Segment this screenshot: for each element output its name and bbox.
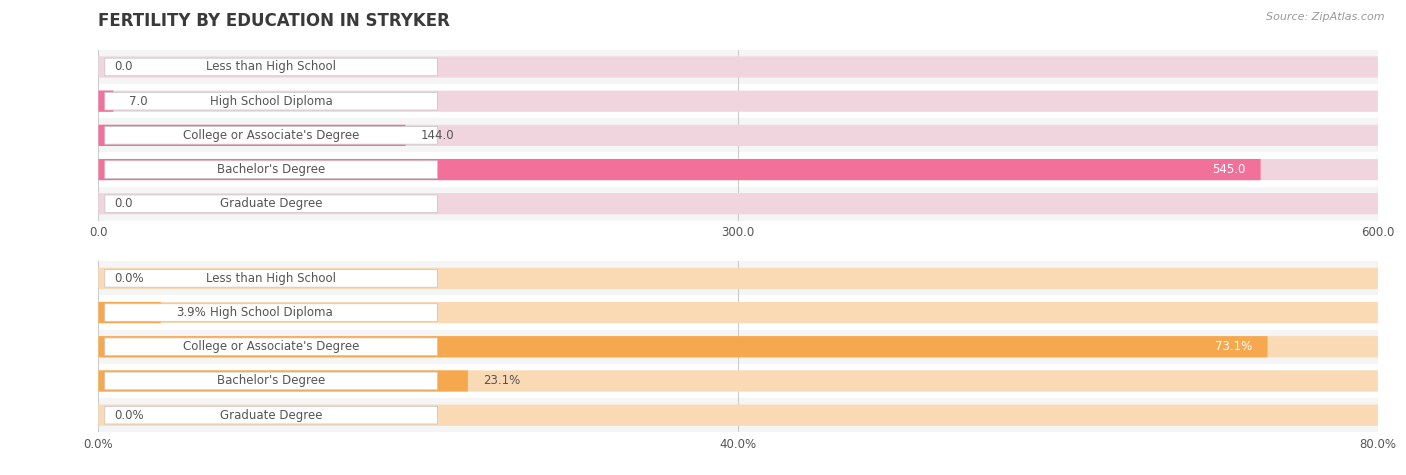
Text: 0.0%: 0.0% [114,272,143,285]
FancyBboxPatch shape [105,338,437,356]
Text: Less than High School: Less than High School [207,272,336,285]
Text: 0.0%: 0.0% [114,408,143,422]
FancyBboxPatch shape [105,372,437,390]
FancyBboxPatch shape [105,161,437,179]
FancyBboxPatch shape [98,125,1378,146]
FancyBboxPatch shape [98,336,1378,357]
FancyBboxPatch shape [98,336,1268,357]
Text: 144.0: 144.0 [420,129,454,142]
FancyBboxPatch shape [105,58,437,76]
FancyBboxPatch shape [98,84,1378,118]
FancyBboxPatch shape [98,330,1378,364]
FancyBboxPatch shape [105,406,437,424]
FancyBboxPatch shape [98,125,405,146]
FancyBboxPatch shape [98,152,1378,187]
Text: 3.9%: 3.9% [176,306,205,319]
FancyBboxPatch shape [98,370,468,391]
Text: 7.0: 7.0 [129,95,148,108]
FancyBboxPatch shape [105,195,437,213]
FancyBboxPatch shape [98,364,1378,398]
FancyBboxPatch shape [98,50,1378,84]
FancyBboxPatch shape [98,398,1378,432]
FancyBboxPatch shape [98,261,1378,295]
Text: High School Diploma: High School Diploma [209,95,333,108]
FancyBboxPatch shape [98,187,1378,221]
FancyBboxPatch shape [98,91,1378,112]
Text: College or Associate's Degree: College or Associate's Degree [183,129,360,142]
FancyBboxPatch shape [105,126,437,144]
Text: Bachelor's Degree: Bachelor's Degree [217,374,325,388]
FancyBboxPatch shape [98,302,160,323]
FancyBboxPatch shape [98,91,114,112]
Text: 0.0: 0.0 [114,60,132,74]
Text: 23.1%: 23.1% [484,374,520,388]
Text: 0.0: 0.0 [114,197,132,210]
Text: Bachelor's Degree: Bachelor's Degree [217,163,325,176]
Text: Less than High School: Less than High School [207,60,336,74]
FancyBboxPatch shape [98,159,1378,180]
FancyBboxPatch shape [98,268,1378,289]
FancyBboxPatch shape [105,92,437,110]
Text: Graduate Degree: Graduate Degree [219,408,322,422]
FancyBboxPatch shape [98,370,1378,391]
Text: Graduate Degree: Graduate Degree [219,197,322,210]
FancyBboxPatch shape [98,57,1378,77]
Text: 545.0: 545.0 [1212,163,1246,176]
Text: Source: ZipAtlas.com: Source: ZipAtlas.com [1267,12,1385,22]
Text: 73.1%: 73.1% [1215,340,1253,353]
FancyBboxPatch shape [98,302,1378,323]
Text: College or Associate's Degree: College or Associate's Degree [183,340,360,353]
Text: FERTILITY BY EDUCATION IN STRYKER: FERTILITY BY EDUCATION IN STRYKER [98,12,450,30]
FancyBboxPatch shape [98,193,1378,214]
Text: High School Diploma: High School Diploma [209,306,333,319]
FancyBboxPatch shape [105,304,437,322]
FancyBboxPatch shape [98,405,1378,426]
FancyBboxPatch shape [98,295,1378,330]
FancyBboxPatch shape [98,118,1378,152]
FancyBboxPatch shape [105,269,437,287]
FancyBboxPatch shape [98,159,1261,180]
